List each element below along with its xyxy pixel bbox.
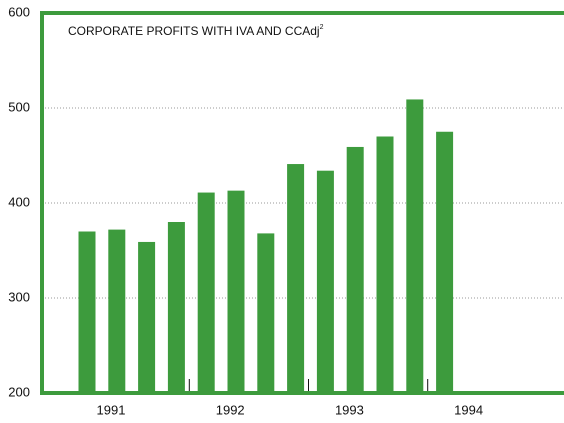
y-tick-label: 600: [8, 4, 30, 19]
x-group-label: 1991: [97, 402, 126, 417]
bar: [346, 146, 364, 393]
bar: [108, 229, 126, 393]
bar: [376, 136, 394, 393]
y-tick-label: 300: [8, 289, 30, 304]
chart-title: CORPORATE PROFITS WITH IVA AND CCAdj2: [68, 24, 324, 38]
bar: [316, 170, 334, 393]
bar: [78, 231, 96, 393]
bar: [287, 164, 305, 393]
x-group-label: 1992: [216, 402, 245, 417]
title-text: CORPORATE PROFITS WITH IVA AND CCAdj: [68, 24, 320, 38]
y-tick-label: 500: [8, 99, 30, 114]
bar: [436, 131, 454, 393]
y-tick-label: 400: [8, 194, 30, 209]
title-footnote: 2: [320, 24, 324, 31]
y-tick-label: 200: [8, 384, 30, 399]
bar: [257, 233, 275, 393]
bar: [138, 241, 156, 393]
bar: [227, 190, 245, 393]
bar: [197, 192, 215, 393]
x-group-label: 1993: [335, 402, 364, 417]
x-group-label: 1994: [454, 402, 483, 417]
bar: [406, 99, 424, 393]
bar: [167, 222, 185, 393]
